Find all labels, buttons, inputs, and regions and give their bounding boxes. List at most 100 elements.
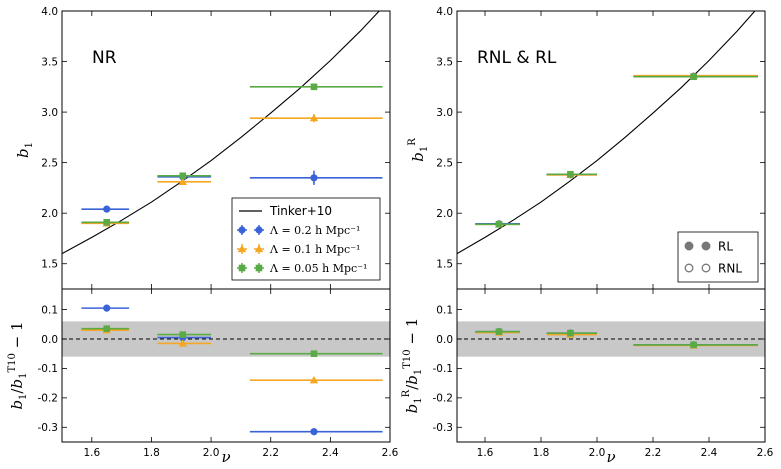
- legend-label: Tinker+10: [269, 204, 332, 218]
- left-top-marker: [103, 205, 111, 213]
- left-top-ytick-label: 4.0: [41, 6, 58, 18]
- legend-label: Λ = 0.2 h Mpc⁻¹: [269, 224, 360, 237]
- right-panel-title: RNL & RL: [477, 48, 557, 68]
- left-bottom-ytick-label: -0.1: [38, 363, 59, 375]
- left-bottom-marker: [310, 350, 318, 358]
- left-bottom-xtick-label: 2.2: [262, 447, 279, 459]
- legend-box: [677, 231, 759, 283]
- right-bottom-xtick-label: 2.0: [589, 447, 606, 459]
- legend-label: Λ = 0.1 h Mpc⁻¹: [269, 243, 360, 256]
- left-top-marker: [310, 174, 318, 182]
- right-bottom-point: [546, 329, 597, 337]
- left-bottom-xtick-label: 2.4: [322, 447, 339, 459]
- legend-marker: [238, 264, 246, 272]
- left-top-ytick-label: 3.0: [41, 107, 58, 119]
- left-bottom-xtick-label: 1.8: [143, 447, 160, 459]
- right-bottom-xtick-label: 1.8: [533, 447, 550, 459]
- left-bottom-point: [249, 428, 383, 436]
- right-bottom-xtick-label: 2.4: [701, 447, 718, 459]
- left-bottom-frame: [61, 288, 391, 443]
- right-bottom-frame: [456, 288, 766, 443]
- legend-marker: [701, 263, 711, 273]
- right-top-ytick-label: 2.0: [436, 208, 453, 220]
- left-top-point: [157, 172, 212, 180]
- left-bottom-ytick-label: 0.0: [41, 334, 58, 346]
- right-xlabel: ν: [606, 448, 615, 466]
- right-top-point: [475, 221, 520, 228]
- left-bottom-xtick-label: 2.0: [203, 447, 220, 459]
- left-top-point: [249, 170, 383, 185]
- right-top-ylabel: b1R: [407, 138, 430, 162]
- right-bottom-panel: -0.3 -0.2 -0.1 0.0 0.1 1.6 1.8 2.0 2.2 2.4 2.6: [433, 288, 774, 459]
- legend-label: RL: [718, 240, 733, 254]
- left-bottom-marker: [309, 376, 319, 384]
- left-top-marker: [103, 218, 111, 226]
- right-bottom-xtick-label: 2.6: [757, 447, 774, 459]
- right-top-panel: 1.5 2.0 2.5 3.0 3.5 4.0 RNL & RL: [436, 6, 766, 290]
- right-bottom-xtick-label: 1.6: [477, 447, 494, 459]
- right-bottom-marker: [690, 341, 697, 349]
- right-top-ytick-label: 4.0: [436, 6, 453, 18]
- right-legend: RL RNL: [677, 231, 759, 283]
- left-bottom-point: [157, 339, 212, 347]
- right-top-marker: [495, 221, 503, 228]
- legend-marker: [684, 263, 694, 273]
- legend-label: Λ = 0.05 h Mpc⁻¹: [269, 262, 367, 275]
- left-bottom-marker: [103, 304, 111, 312]
- right-top-point: [546, 170, 597, 178]
- left-bottom-ylabel: b1/b1T10 − 1: [7, 321, 29, 409]
- right-bottom-ylabel: b1R/b1T10 − 1: [401, 318, 424, 414]
- right-bottom-ytick-label: 0.1: [436, 304, 453, 316]
- right-bottom-xtick-label: 2.2: [645, 447, 662, 459]
- left-top-point: [81, 205, 130, 213]
- left-top-panel: 1.5 2.0 2.5 3.0 3.5 4.0 NR: [41, 6, 391, 290]
- left-bottom-point: [157, 331, 212, 338]
- left-bottom-panel: -0.3 -0.2 -0.1 0.0 0.1 1.6 1.8 2.0 2.2 2.4 2.6: [38, 288, 399, 459]
- legend-marker: [237, 244, 247, 253]
- left-bottom-ytick-label: 0.1: [41, 304, 58, 316]
- right-bottom-point: [633, 341, 758, 349]
- left-top-point: [249, 83, 383, 91]
- left-bottom-xtick-label: 1.6: [83, 447, 100, 459]
- legend-marker: [238, 226, 246, 234]
- right-bottom-point: [475, 328, 520, 335]
- left-chart: 1.5 2.0 2.5 3.0 3.5 4.0 NR -0.3 -0.2 -0.1 0.0 0.1 1.…: [7, 6, 399, 466]
- left-bottom-point: [249, 376, 383, 384]
- left-top-ytick-label: 2.5: [41, 157, 58, 169]
- left-top-point: [249, 113, 383, 123]
- right-top-ytick-label: 3.0: [436, 107, 453, 119]
- right-bottom-ytick-label: -0.3: [433, 422, 454, 434]
- legend-marker: [255, 226, 263, 234]
- left-legend: Tinker+10 Λ = 0.2 h Mpc⁻¹ Λ = 0.1 h Mpc⁻¹ Λ…: [231, 197, 381, 281]
- left-bottom-marker: [178, 339, 187, 347]
- right-bottom-ytick-label: 0.0: [436, 334, 453, 346]
- left-top-ytick-label: 3.5: [41, 56, 58, 68]
- left-bottom-point: [81, 304, 130, 312]
- right-bottom-marker: [567, 329, 574, 337]
- left-bottom-marker: [310, 428, 318, 436]
- right-top-ytick-label: 2.5: [436, 157, 453, 169]
- right-top-marker: [567, 170, 574, 178]
- left-xlabel: ν: [221, 448, 230, 466]
- legend-marker: [254, 244, 264, 253]
- right-bottom-marker: [495, 328, 503, 335]
- left-bottom-point: [249, 350, 383, 358]
- left-bottom-xtick-label: 2.6: [382, 447, 399, 459]
- legend-marker: [255, 264, 263, 272]
- left-top-marker: [310, 83, 318, 91]
- legend-marker: [701, 241, 711, 251]
- right-top-ytick-label: 3.5: [436, 56, 453, 68]
- right-top-marker: [690, 73, 697, 81]
- left-bottom-marker: [179, 331, 187, 338]
- left-top-ytick-label: 2.0: [41, 208, 58, 220]
- left-bottom-ytick-label: -0.2: [38, 393, 59, 405]
- right-bottom-ytick-label: -0.1: [433, 363, 454, 375]
- left-top-point: [81, 218, 130, 226]
- legend-label: RNL: [718, 262, 742, 276]
- left-top-marker: [178, 177, 187, 185]
- left-top-ylabel: b1: [14, 142, 35, 158]
- right-bottom-ytick-label: -0.2: [433, 393, 454, 405]
- left-bottom-marker: [103, 325, 111, 333]
- left-top-ytick-label: 1.5: [41, 259, 58, 271]
